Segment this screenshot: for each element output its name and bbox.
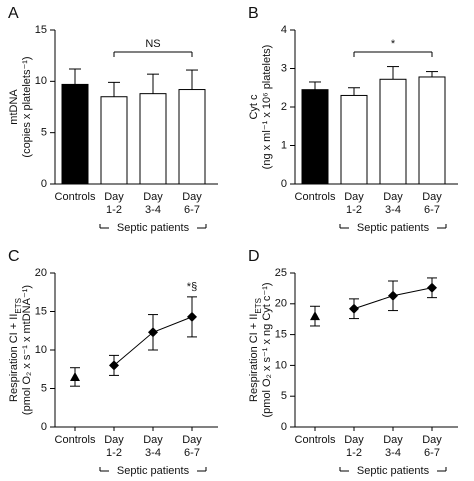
y-axis-label: Cyt c <box>248 94 260 120</box>
x-tick-label: 1-2 <box>346 447 362 459</box>
x-tick-label: Controls <box>55 191 96 203</box>
marker <box>187 311 197 322</box>
panel-letter: A <box>8 5 19 22</box>
y-axis-label-units: (ng x ml⁻¹ x 10⁶ platelets) <box>261 45 273 170</box>
y-axis-label-sub: ETS <box>254 298 263 314</box>
y-axis-label-sub: ETS <box>14 298 23 314</box>
panel-letter: C <box>8 248 20 265</box>
y-tick-label: 1 <box>281 139 287 151</box>
marker <box>427 282 437 293</box>
x-tick-label: 3-4 <box>145 204 161 216</box>
y-axis-label-units: (pmol O₂ x s⁻¹ x mtDNA⁻¹) <box>21 285 33 415</box>
panel-letter: B <box>248 5 259 22</box>
x-tick-label: Day <box>182 191 202 203</box>
y-tick-label: 10 <box>275 359 287 371</box>
x-tick-label: 6-7 <box>184 447 200 459</box>
y-axis-label-units: (pmol O₂ x s⁻¹ x ng Cyt c⁻¹) <box>261 282 273 417</box>
marker <box>349 303 359 314</box>
x-tick-label: Day <box>422 191 442 203</box>
x-tick-label: Day <box>143 191 163 203</box>
marker <box>310 311 320 321</box>
y-tick-label: 20 <box>275 298 287 310</box>
x-tick-label: Day <box>344 191 364 203</box>
x-tick-label: 6-7 <box>184 204 200 216</box>
x-tick-label: Day <box>182 434 202 446</box>
y-tick-label: 25 <box>275 267 287 279</box>
marker <box>109 360 119 371</box>
x-tick-label: Day <box>344 434 364 446</box>
y-axis-label-main: Cyt c <box>248 94 260 120</box>
y-tick-label: 10 <box>35 344 47 356</box>
panel-letter: D <box>248 248 260 265</box>
x-tick-label: 6-7 <box>424 447 440 459</box>
x-tick-label: Controls <box>55 434 96 446</box>
group-label: Septic patients <box>357 222 430 234</box>
x-tick-label: 3-4 <box>385 204 401 216</box>
annotation: *§ <box>187 281 197 293</box>
marker <box>388 290 398 301</box>
y-axis-label-units: (copies x platelets⁻¹) <box>21 56 33 157</box>
y-axis-label-main: mtDNA <box>8 89 20 125</box>
bar <box>61 83 89 185</box>
y-tick-label: 5 <box>41 127 47 139</box>
group-label: Septic patients <box>117 465 190 477</box>
bar <box>301 89 329 185</box>
y-tick-label: 15 <box>275 329 287 341</box>
group-label: Septic patients <box>357 465 430 477</box>
x-tick-label: Day <box>143 434 163 446</box>
y-tick-label: 15 <box>35 24 47 36</box>
x-tick-label: Controls <box>295 434 336 446</box>
y-tick-label: 2 <box>281 101 287 113</box>
x-tick-label: 6-7 <box>424 204 440 216</box>
x-tick-label: Day <box>383 434 403 446</box>
y-axis-label: mtDNA <box>8 89 20 125</box>
x-tick-label: Day <box>104 434 124 446</box>
marker <box>70 371 80 381</box>
y-tick-label: 3 <box>281 62 287 74</box>
x-tick-label: 1-2 <box>106 447 122 459</box>
y-axis-label-main: Respiration CI + II <box>8 314 20 402</box>
bar <box>100 96 128 185</box>
y-axis-label-main: Respiration CI + II <box>248 314 260 402</box>
x-tick-label: 1-2 <box>106 204 122 216</box>
bar <box>178 89 206 185</box>
y-tick-label: 5 <box>41 382 47 394</box>
x-tick-label: 3-4 <box>385 447 401 459</box>
bar <box>340 94 368 185</box>
y-tick-label: 4 <box>281 24 287 36</box>
y-tick-label: 15 <box>35 305 47 317</box>
bar <box>418 76 446 185</box>
marker <box>148 327 158 338</box>
y-tick-label: 20 <box>35 267 47 279</box>
annotation: * <box>391 38 396 50</box>
x-tick-label: Day <box>422 434 442 446</box>
x-tick-label: Day <box>104 191 124 203</box>
y-tick-label: 0 <box>281 421 287 433</box>
x-tick-label: Controls <box>295 191 336 203</box>
x-tick-label: 3-4 <box>145 447 161 459</box>
y-tick-label: 0 <box>41 421 47 433</box>
y-tick-label: 5 <box>281 390 287 402</box>
annotation: NS <box>145 38 160 50</box>
x-tick-label: 1-2 <box>346 204 362 216</box>
group-label: Septic patients <box>117 222 190 234</box>
y-tick-label: 0 <box>41 178 47 190</box>
y-axis-label: Respiration CI + IIETS <box>8 298 23 402</box>
bar <box>139 93 167 185</box>
y-axis-label: Respiration CI + IIETS <box>248 298 263 402</box>
bar <box>379 78 407 185</box>
x-tick-label: Day <box>383 191 403 203</box>
y-tick-label: 10 <box>35 75 47 87</box>
y-tick-label: 0 <box>281 178 287 190</box>
